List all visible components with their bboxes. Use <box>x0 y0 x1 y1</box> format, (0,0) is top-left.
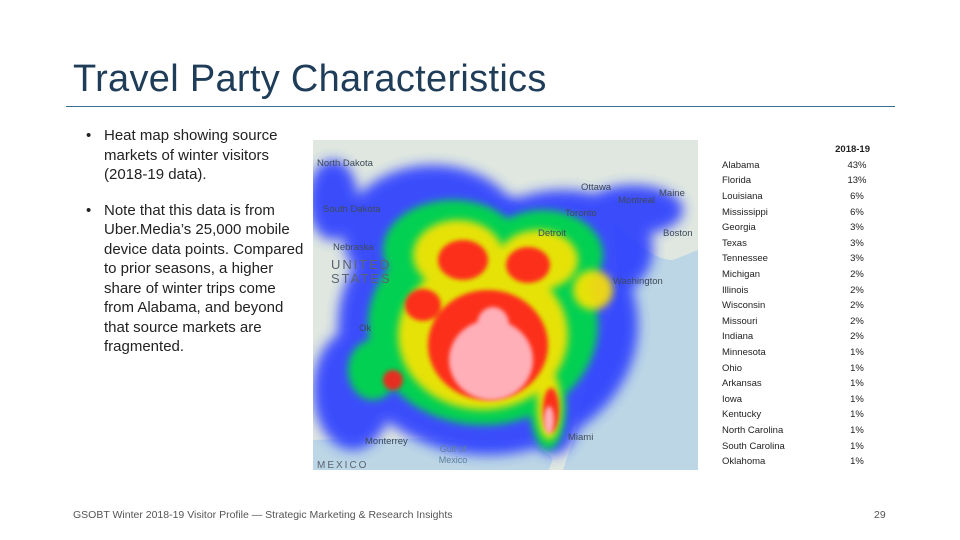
state-name-cell: Illinois <box>722 284 749 296</box>
map-label-miami: Miami <box>568 432 594 443</box>
share-percent-cell: 2% <box>850 331 864 343</box>
state-name-cell: Arkansas <box>722 378 762 390</box>
table-row: Oklahoma 1% <box>719 454 882 470</box>
bullet-item: • Heat map showing source markets of win… <box>86 126 306 185</box>
state-name-cell: Missouri <box>722 315 758 327</box>
state-name-cell: Tennessee <box>722 253 768 265</box>
map-label-south-dakota: South Dakota <box>323 204 381 215</box>
table-row: Arkansas 1% <box>719 376 882 392</box>
table-row: Texas 3% <box>719 236 882 252</box>
map-label-nebraska: Nebraska <box>333 242 374 253</box>
map-label-ottawa: Ottawa <box>581 182 612 193</box>
table-row: Illinois 2% <box>719 282 882 298</box>
map-label-montreal: Montreal <box>618 195 655 206</box>
table-row: Missouri 2% <box>719 314 882 330</box>
table-row: Mississippi 6% <box>719 204 882 220</box>
bullet-item: • Note that this data is from Uber.Media… <box>86 201 306 357</box>
table-row: Iowa 1% <box>719 392 882 408</box>
share-percent-cell: 1% <box>850 456 864 468</box>
map-label-ok: Ok <box>359 323 372 334</box>
page-number: 29 <box>874 509 886 521</box>
state-name-cell: Michigan <box>722 269 761 281</box>
state-name-cell: Georgia <box>722 222 756 234</box>
heat-layer-core <box>449 307 554 434</box>
share-percent-cell: 3% <box>850 253 864 265</box>
map-label-gulf-of-mexico: Gulf of Mexico <box>438 444 468 465</box>
table-header-empty <box>719 142 832 158</box>
bullet-list: • Heat map showing source markets of win… <box>86 126 306 373</box>
table-row: North Carolina 1% <box>719 423 882 439</box>
share-percent-cell: 1% <box>850 378 864 390</box>
share-percent-cell: 3% <box>850 237 864 249</box>
share-percent-cell: 1% <box>850 424 864 436</box>
share-percent-cell: 3% <box>850 222 864 234</box>
share-percent-cell: 13% <box>847 175 867 187</box>
state-name-cell: Kentucky <box>722 409 762 421</box>
table-row: Tennessee 3% <box>719 251 882 267</box>
table-row: Wisconsin 2% <box>719 298 882 314</box>
share-percent-cell: 1% <box>850 409 864 421</box>
bullet-glyph: • <box>86 127 92 144</box>
map-label-north-dakota: North Dakota <box>317 158 373 169</box>
table-body: Alabama 43% Florida 13% Louisiana 6% Mississip… <box>719 158 882 470</box>
share-percent-cell: 6% <box>850 191 864 203</box>
state-name-cell: Texas <box>722 237 747 249</box>
table-row: South Carolina 1% <box>719 438 882 454</box>
map-label-mexico: MEXICO <box>317 460 369 470</box>
footer-text: GSOBT Winter 2018-19 Visitor Profile — S… <box>73 509 453 521</box>
table-row: Louisiana 6% <box>719 189 882 205</box>
state-name-cell: Louisiana <box>722 191 763 203</box>
share-percent-cell: 2% <box>850 284 864 296</box>
state-name-cell: Minnesota <box>722 347 766 359</box>
map-label-boston: Boston <box>663 228 693 239</box>
state-name-cell: Oklahoma <box>722 456 766 468</box>
state-name-cell: North Carolina <box>722 424 784 436</box>
state-name-cell: Wisconsin <box>722 300 766 312</box>
map-label-washington: Washington <box>613 276 663 287</box>
state-name-cell: Florida <box>722 175 752 187</box>
share-percent-cell: 43% <box>847 159 867 171</box>
state-name-cell: South Carolina <box>722 440 785 452</box>
state-name-cell: Alabama <box>722 159 760 171</box>
map-label-maine: Maine <box>659 188 685 199</box>
bullet-text-heatmap: Heat map showing source markets of winte… <box>104 127 278 183</box>
share-percent-cell: 6% <box>850 206 864 218</box>
map-label-united-states: UNITED STATES <box>331 257 392 286</box>
table-row: Florida 13% <box>719 173 882 189</box>
heat-map-canvas <box>313 140 698 470</box>
table-row: Alabama 43% <box>719 158 882 174</box>
table-column-header: 2018-19 <box>835 144 870 156</box>
share-percent-cell: 1% <box>850 393 864 405</box>
share-percent-cell: 2% <box>850 300 864 312</box>
state-name-cell: Ohio <box>722 362 743 374</box>
slide-title: Travel Party Characteristics <box>73 58 547 100</box>
share-percent-cell: 1% <box>850 440 864 452</box>
table-row: Indiana 2% <box>719 329 882 345</box>
bullet-glyph: • <box>86 201 92 219</box>
map-label-monterrey: Monterrey <box>365 436 408 447</box>
bullet-text-note: Note that this data is from Uber.Media’s… <box>104 201 304 356</box>
title-divider <box>66 106 895 107</box>
share-percent-cell: 2% <box>850 315 864 327</box>
table-row: Minnesota 1% <box>719 345 882 361</box>
share-percent-cell: 2% <box>850 269 864 281</box>
state-name-cell: Indiana <box>722 331 754 343</box>
source-market-table: 2018-19 Alabama 43% Florida 13% Louisiana 6% M… <box>719 142 882 469</box>
table-row: Georgia 3% <box>719 220 882 236</box>
state-name-cell: Iowa <box>722 393 743 405</box>
map-label-toronto: Toronto <box>565 208 597 219</box>
share-percent-cell: 1% <box>850 347 864 359</box>
table-header-row: 2018-19 <box>719 142 882 158</box>
heat-map: North Dakota Ottawa Montreal Maine South… <box>313 140 698 470</box>
map-label-detroit: Detroit <box>538 228 566 239</box>
table-row: Michigan 2% <box>719 267 882 283</box>
state-name-cell: Mississippi <box>722 206 768 218</box>
share-percent-cell: 1% <box>850 362 864 374</box>
table-row: Ohio 1% <box>719 360 882 376</box>
table-row: Kentucky 1% <box>719 407 882 423</box>
